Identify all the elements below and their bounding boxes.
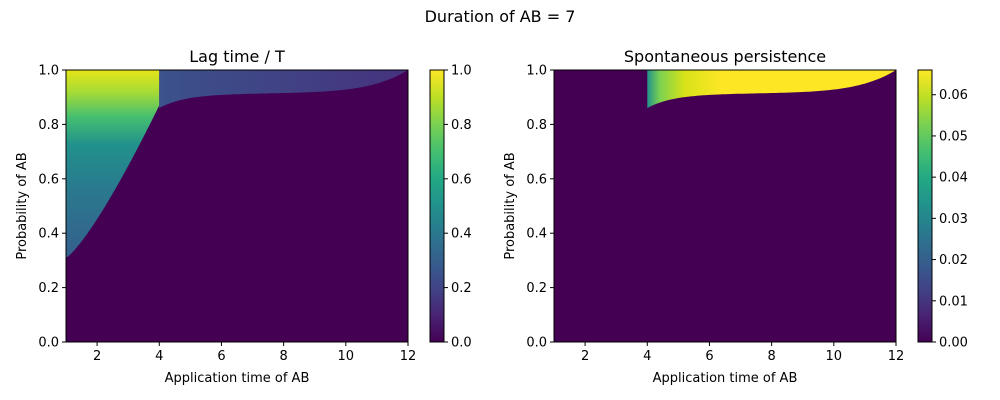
- lag-time-xtick-label: 8: [279, 349, 287, 364]
- lag-time-colorbar-tick-label: 1.0: [451, 64, 472, 79]
- lag-time-ytick-label: 0.0: [38, 336, 59, 351]
- lag-time-plot-frame: [65, 69, 409, 343]
- lag-time-ytick-label: 0.6: [38, 172, 59, 187]
- lag-time-colorbar: [429, 69, 445, 343]
- spontaneous-persistence-ytick-label: 0.8: [526, 118, 547, 133]
- lag-time-upper-band: [159, 70, 408, 109]
- spontaneous-persistence-xlabel: Application time of AB: [653, 371, 798, 386]
- lag-time-panel: Lag time / T 2 4 6 8 10 12 0.0 0.2 0.4 0.6 0.8 1.0…: [15, 47, 472, 386]
- spontaneous-persistence-xtick-label: 12: [888, 349, 905, 364]
- lag-time-xlabel: Application time of AB: [165, 371, 310, 386]
- lag-time-ylabel: Probability of AB: [15, 152, 30, 259]
- lag-time-ytick-label: 0.2: [38, 281, 59, 296]
- spontaneous-persistence-colorbar: [917, 69, 933, 343]
- lag-time-title: Lag time / T: [189, 47, 285, 66]
- spontaneous-persistence-y-ticks: 0.0 0.2 0.4 0.6 0.8 1.0: [526, 64, 554, 351]
- spontaneous-persistence-ytick-label: 0.2: [526, 281, 547, 296]
- lag-time-xtick-label: 10: [338, 349, 355, 364]
- spontaneous-persistence-colorbar-tick-label: 0.02: [939, 253, 968, 268]
- lag-time-colorbar-tick-label: 0.8: [451, 118, 472, 133]
- lag-time-heatmap: [66, 70, 408, 342]
- spontaneous-persistence-colorbar-tick-label: 0.04: [939, 171, 968, 186]
- lag-time-xtick-label: 4: [155, 349, 163, 364]
- lag-time-colorbar-tick-label: 0.2: [451, 281, 472, 296]
- lag-time-xtick-label: 2: [93, 349, 101, 364]
- spontaneous-persistence-xtick-label: 2: [581, 349, 589, 364]
- spontaneous-persistence-xtick-label: 4: [643, 349, 651, 364]
- spontaneous-persistence-ytick-label: 0.0: [526, 336, 547, 351]
- spontaneous-persistence-ylabel: Probability of AB: [503, 152, 518, 259]
- spontaneous-persistence-ytick-label: 1.0: [526, 64, 547, 79]
- lag-time-x-ticks: 2 4 6 8 10 12: [93, 342, 416, 364]
- spontaneous-persistence-panel: Spontaneous persistence 2 4 6 8 10 12 0.00.20…: [503, 47, 968, 386]
- lag-time-colorbar-tick-label: 0.4: [451, 227, 472, 242]
- lag-time-ytick-label: 0.8: [38, 118, 59, 133]
- lag-time-colorbar-ticks: 0.0 0.2 0.4 0.6 0.8 1.0: [444, 64, 472, 351]
- spontaneous-persistence-upper-band: [647, 70, 896, 109]
- lag-time-y-ticks: 0.0 0.2 0.4 0.6 0.8 1.0: [38, 64, 66, 351]
- lag-time-ytick-label: 1.0: [38, 64, 59, 79]
- spontaneous-persistence-xtick-label: 10: [826, 349, 843, 364]
- spontaneous-persistence-ytick-label: 0.6: [526, 172, 547, 187]
- figure-suptitle: Duration of AB = 7: [425, 7, 576, 26]
- spontaneous-persistence-ytick-label: 0.4: [526, 227, 547, 242]
- lag-time-colorbar-tick-label: 0.6: [451, 172, 472, 187]
- lag-time-xtick-label: 6: [217, 349, 225, 364]
- spontaneous-persistence-colorbar-tick-label: 0.05: [939, 129, 968, 144]
- spontaneous-persistence-plot-frame: [553, 69, 897, 343]
- spontaneous-persistence-title: Spontaneous persistence: [624, 47, 826, 66]
- lag-time-xtick-label: 12: [400, 349, 417, 364]
- spontaneous-persistence-colorbar-tick-label: 0.00: [939, 336, 968, 351]
- lag-time-colorbar-tick-label: 0.0: [451, 336, 472, 351]
- lag-time-left-region: [66, 70, 160, 258]
- spontaneous-persistence-x-ticks: 2 4 6 8 10 12: [581, 342, 904, 364]
- spontaneous-persistence-heatmap: [554, 70, 896, 342]
- spontaneous-persistence-colorbar-tick-label: 0.03: [939, 212, 968, 227]
- spontaneous-persistence-colorbar-tick-label: 0.06: [939, 88, 968, 103]
- spontaneous-persistence-xtick-label: 8: [767, 349, 775, 364]
- spontaneous-persistence-xtick-label: 6: [705, 349, 713, 364]
- spontaneous-persistence-colorbar-tick-label: 0.01: [939, 294, 968, 309]
- lag-time-ytick-label: 0.4: [38, 227, 59, 242]
- spontaneous-persistence-background: [554, 70, 896, 342]
- spontaneous-persistence-colorbar-ticks: 0.00 0.01 0.02 0.03 0.04 0.05 0.06: [932, 88, 968, 351]
